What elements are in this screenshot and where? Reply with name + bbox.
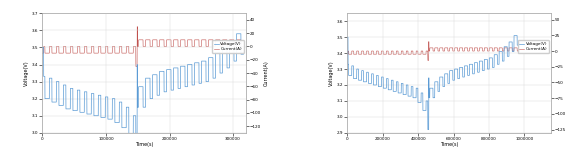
Legend: Voltage(V), Current(A): Voltage(V), Current(A) <box>212 41 244 53</box>
Voltage(V) <box>515 44 522 46</box>
Voltage(V) <box>44 98 50 100</box>
Voltage(V) <box>64 108 71 110</box>
Current(A) <box>452 47 459 49</box>
Voltage(V) <box>151 74 158 76</box>
Voltage(V) <box>39 46 46 48</box>
Voltage(V) <box>193 62 199 64</box>
Voltage(V) <box>119 127 126 129</box>
Current(A) <box>44 52 50 54</box>
X-axis label: Time(s): Time(s) <box>135 142 153 147</box>
Current(A) <box>473 47 480 49</box>
Current(A) <box>132 65 139 67</box>
Line: Voltage(V): Voltage(V) <box>347 36 519 130</box>
Voltage(V) <box>233 33 240 35</box>
Current(A) <box>421 53 428 55</box>
Current(A) <box>119 52 126 54</box>
Voltage(V) <box>424 129 431 131</box>
Voltage(V) <box>344 36 351 38</box>
Y-axis label: Voltage(V): Voltage(V) <box>329 60 334 86</box>
Current(A) <box>240 45 247 47</box>
Voltage(V) <box>41 76 48 78</box>
Current(A) <box>410 53 417 55</box>
Current(A) <box>134 26 141 28</box>
Current(A) <box>193 39 199 41</box>
Voltage(V) <box>410 97 417 99</box>
Current(A) <box>151 39 158 41</box>
Current(A) <box>422 53 429 55</box>
Voltage(V) <box>511 35 518 37</box>
Current(A) <box>425 41 432 43</box>
Current(A) <box>64 52 71 54</box>
Voltage(V) <box>473 62 480 64</box>
Voltage(V) <box>132 145 139 147</box>
Y-axis label: Current(A): Current(A) <box>264 60 269 86</box>
X-axis label: Time(s): Time(s) <box>440 142 458 147</box>
Current(A) <box>473 47 480 49</box>
Current(A) <box>515 50 522 52</box>
Voltage(V) <box>421 110 428 112</box>
Line: Voltage(V): Voltage(V) <box>42 34 244 146</box>
Voltage(V) <box>240 53 247 55</box>
Voltage(V) <box>422 110 429 112</box>
Legend: Voltage(V), Current(A): Voltage(V), Current(A) <box>518 41 549 53</box>
Voltage(V) <box>473 62 480 64</box>
Y-axis label: Voltage(V): Voltage(V) <box>24 60 29 86</box>
Line: Current(A): Current(A) <box>347 42 519 60</box>
Line: Current(A): Current(A) <box>42 27 244 66</box>
Current(A) <box>424 59 431 61</box>
Voltage(V) <box>452 68 459 70</box>
Current(A) <box>39 52 46 54</box>
Current(A) <box>344 53 351 55</box>
Current(A) <box>41 45 48 47</box>
